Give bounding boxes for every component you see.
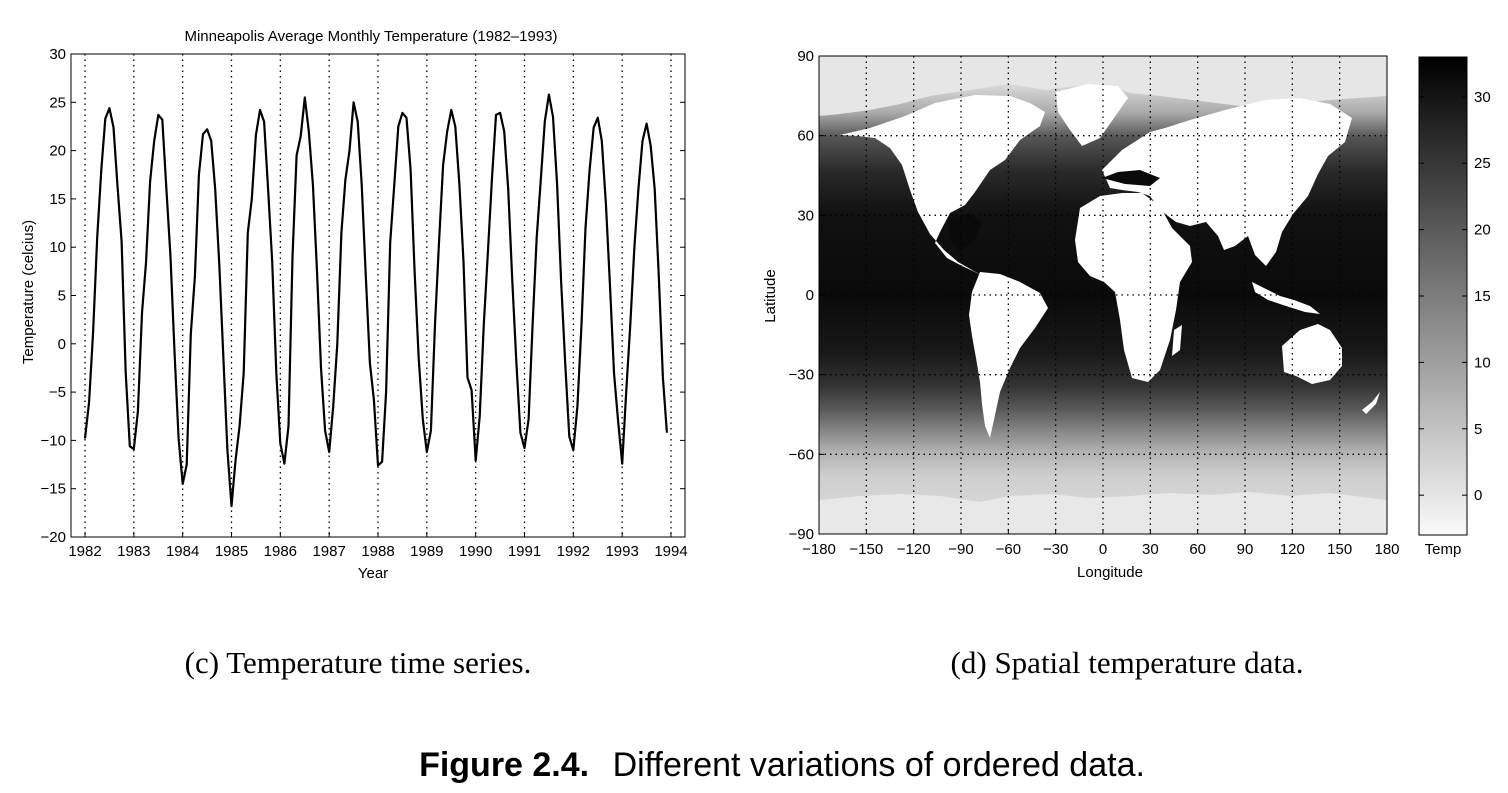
time-series-x-tick-label: 1986 — [264, 543, 297, 560]
spatial-temperature-map: −180 −150 −120 −90 −60 −30 0 30 60 90 120 150 180 90… — [762, 48, 1491, 581]
map-y-ticks: 90 60 30 0 −30 −60 −90 — [789, 48, 824, 543]
map-x-ticks: −180 −150 −120 −90 −60 −30 0 30 60 90 120 150 180 — [802, 529, 1400, 558]
landmass-indonesia — [1252, 282, 1320, 314]
map-grid — [819, 56, 1387, 534]
time-series-x-tick-label: 1983 — [117, 543, 150, 560]
time-series-x-tick-label: 1989 — [410, 543, 443, 560]
time-series-x-tick-label: 1993 — [605, 543, 638, 560]
map-x-tick-label: −120 — [897, 541, 931, 558]
time-series-y-ticks: 30 25 20 15 10 5 0 −5 −10 −15 −20 — [41, 46, 685, 546]
time-series-x-tick-label: 1990 — [459, 543, 492, 560]
map-y-tick-label: −90 — [789, 526, 814, 543]
time-series-y-tick-label: −10 — [41, 432, 66, 449]
time-series-y-tick-label: 5 — [58, 288, 66, 305]
time-series-x-ticks: 1982 1983 1984 1985 1986 1987 1988 1989 1990 1991… — [68, 532, 688, 560]
map-x-tick-label: −30 — [1043, 541, 1068, 558]
caption-c: (c) Temperature time series. — [185, 645, 532, 680]
landmass-eurasia — [1102, 98, 1352, 266]
time-series-y-tick-label: −20 — [41, 529, 66, 546]
map-x-tick-label: −150 — [849, 541, 883, 558]
map-y-tick-label: −30 — [789, 367, 814, 384]
colorbar-tick-label: 15 — [1474, 288, 1491, 305]
figure-caption-text: Different variations of ordered data. — [613, 746, 1145, 784]
time-series-y-tick-label: 10 — [49, 239, 66, 256]
map-x-label: Longitude — [1077, 564, 1143, 581]
map-y-tick-label: 90 — [797, 48, 814, 65]
time-series-x-tick-label: 1988 — [361, 543, 394, 560]
landmass-south-america — [969, 272, 1048, 438]
time-series-chart: Minneapolis Average Monthly Temperature … — [20, 28, 688, 582]
map-x-tick-label: −180 — [802, 541, 836, 558]
colorbar-tick-label: 0 — [1474, 487, 1482, 504]
colorbar-tick-label: 5 — [1474, 421, 1482, 438]
map-x-tick-label: 120 — [1280, 541, 1305, 558]
time-series-x-tick-label: 1991 — [508, 543, 541, 560]
landmass-greenland — [1056, 84, 1128, 146]
colorbar-ticks: 30 25 20 15 10 5 0 — [1419, 89, 1491, 504]
caption-d: (d) Spatial temperature data. — [951, 645, 1304, 680]
map-x-tick-label: 180 — [1374, 541, 1399, 558]
colorbar-tick-label: 30 — [1474, 89, 1491, 106]
map-y-tick-label: 30 — [797, 207, 814, 224]
time-series-line — [83, 93, 668, 508]
time-series-x-tick-label: 1985 — [215, 543, 248, 560]
colorbar-gradient — [1418, 56, 1468, 536]
map-x-tick-label: −90 — [948, 541, 973, 558]
time-series-x-tick-label: 1994 — [654, 543, 687, 560]
map-y-label: Latitude — [762, 269, 779, 322]
time-series-y-tick-label: 30 — [49, 46, 66, 63]
colorbar-label: Temp — [1425, 541, 1462, 558]
time-series-y-tick-label: 25 — [49, 94, 66, 111]
time-series-x-tick-label: 1992 — [557, 543, 590, 560]
gulf-of-mexico — [948, 170, 1160, 252]
map-x-tick-label: 0 — [1099, 541, 1107, 558]
map-x-tick-label: 60 — [1189, 541, 1206, 558]
time-series-y-tick-label: −5 — [49, 384, 66, 401]
time-series-y-tick-label: −15 — [41, 481, 66, 498]
map-x-tick-label: −60 — [996, 541, 1021, 558]
landmass-australia — [1282, 324, 1342, 384]
map-y-tick-label: 0 — [806, 287, 814, 304]
figure-caption: Figure 2.4. Different variations of orde… — [419, 746, 1145, 784]
landmass-madagascar — [1172, 325, 1182, 356]
map-x-tick-label: 90 — [1237, 541, 1254, 558]
time-series-y-tick-label: 15 — [49, 191, 66, 208]
time-series-y-tick-label: 0 — [58, 336, 66, 353]
map-y-tick-label: −60 — [789, 446, 814, 463]
time-series-x-tick-label: 1987 — [312, 543, 345, 560]
map-y-tick-label: 60 — [797, 128, 814, 145]
colorbar-tick-label: 25 — [1474, 155, 1491, 172]
time-series-title: Minneapolis Average Monthly Temperature … — [184, 28, 557, 45]
figure-caption-number: Figure 2.4. — [419, 746, 589, 784]
landmass-north-america — [840, 95, 1045, 276]
landmass-new-zealand — [1362, 392, 1380, 414]
time-series-y-label: Temperature (celcius) — [20, 220, 37, 364]
colorbar-tick-label: 20 — [1474, 222, 1491, 239]
time-series-y-tick-label: 20 — [49, 143, 66, 160]
landmass-africa — [1075, 193, 1192, 382]
time-series-x-tick-label: 1984 — [166, 543, 199, 560]
colorbar-tick-label: 10 — [1474, 354, 1491, 371]
colorbar: 30 25 20 15 10 5 0 Temp — [1418, 56, 1491, 558]
map-x-tick-label: 150 — [1327, 541, 1352, 558]
time-series-x-tick-label: 1982 — [68, 543, 101, 560]
time-series-x-label: Year — [358, 565, 388, 582]
map-x-tick-label: 30 — [1142, 541, 1159, 558]
